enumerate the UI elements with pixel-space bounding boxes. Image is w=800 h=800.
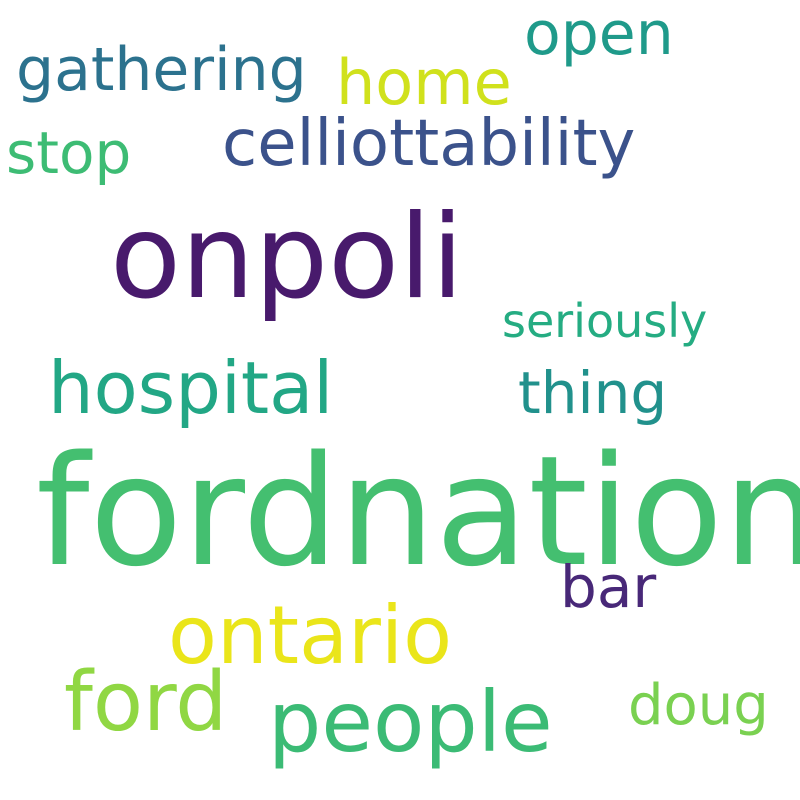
word-onpoli: onpoli — [110, 190, 464, 325]
word-ford: ford — [64, 655, 228, 750]
word-stop: stop — [6, 119, 132, 187]
word-doug: doug — [628, 673, 769, 738]
word-celliottability: celliottability — [222, 107, 636, 181]
word-bar: bar — [560, 553, 657, 621]
word-hospital: hospital — [48, 346, 334, 430]
word-seriously: seriously — [502, 294, 708, 348]
word-ontario: ontario — [168, 589, 453, 682]
word-thing: thing — [518, 359, 668, 427]
word-gathering: gathering — [16, 35, 307, 105]
word-people: people — [268, 673, 553, 771]
word-open: open — [524, 0, 674, 69]
word-fordnation: fordnation — [36, 423, 800, 600]
word-home: home — [336, 46, 512, 119]
